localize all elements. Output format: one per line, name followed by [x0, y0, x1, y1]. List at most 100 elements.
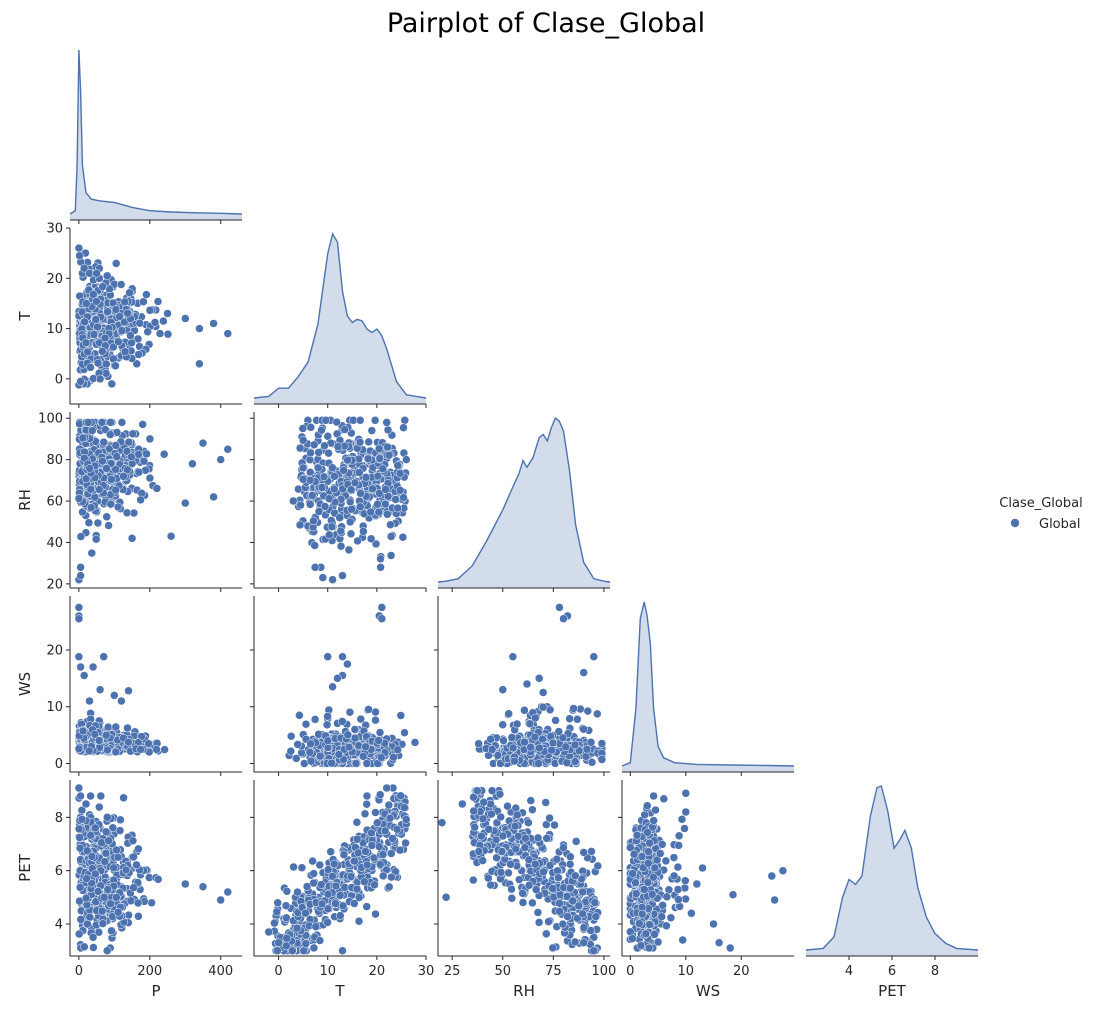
scatter-point	[398, 532, 408, 542]
x-tick-label: 0	[626, 964, 634, 979]
scatter-point	[83, 347, 92, 357]
scatter-point	[112, 452, 121, 461]
x-axis-label-ws: WS	[696, 982, 720, 1000]
scatter-point	[346, 485, 356, 494]
scatter-point	[135, 318, 145, 328]
scatter-point	[469, 806, 478, 816]
scatter-point	[80, 942, 89, 952]
scatter-point	[377, 614, 387, 623]
scatter-point	[108, 823, 118, 833]
scatter-point	[400, 803, 409, 812]
scatter-point	[578, 909, 587, 919]
scatter-point	[80, 317, 89, 327]
scatter-point	[77, 815, 87, 824]
scatter-point	[360, 809, 370, 819]
scatter-point	[778, 866, 788, 875]
scatter-point	[99, 652, 108, 661]
scatter-point	[495, 789, 505, 799]
scatter-point	[88, 933, 98, 942]
scatter-point	[395, 486, 405, 495]
scatter-point	[496, 868, 506, 877]
scatter-point	[366, 534, 376, 544]
scatter-point	[273, 946, 282, 955]
scatter-point	[687, 909, 696, 918]
scatter-point	[539, 867, 548, 877]
scatter-point	[565, 714, 574, 723]
scatter-point	[637, 852, 647, 861]
scatter-point	[570, 757, 580, 766]
scatter-point	[346, 529, 356, 539]
scatter-point	[396, 791, 405, 801]
scatter-point	[386, 532, 396, 541]
scatter-point	[507, 894, 517, 903]
scatter-point	[534, 759, 543, 768]
y-tick-label: 40	[46, 536, 63, 551]
scatter-point	[631, 889, 641, 898]
scatter-point	[89, 330, 99, 339]
scatter-point	[282, 934, 292, 943]
scatter-point	[78, 433, 88, 443]
scatter-point	[680, 824, 689, 833]
scatter-point	[95, 374, 105, 384]
scatter-points	[284, 603, 420, 768]
scatter-point	[82, 299, 91, 308]
scatter-point	[374, 507, 384, 517]
scatter-point	[134, 912, 143, 921]
scatter-point	[469, 792, 478, 802]
scatter-point	[145, 434, 155, 444]
scatter-point	[124, 686, 133, 696]
scatter-point	[590, 898, 600, 907]
scatter-point	[347, 505, 356, 514]
scatter-point	[85, 464, 94, 473]
scatter-point	[110, 691, 119, 700]
scatter-point	[378, 850, 388, 859]
scatter-point	[378, 464, 388, 474]
scatter-point	[328, 463, 337, 472]
scatter-point	[377, 753, 386, 762]
scatter-point	[83, 418, 93, 427]
scatter-point	[659, 794, 669, 804]
kde-line-t	[253, 232, 427, 399]
scatter-point	[356, 489, 365, 498]
scatter-point	[644, 943, 654, 953]
scatter-point	[645, 838, 654, 848]
scatter-point	[319, 472, 329, 482]
scatter-point	[565, 883, 575, 893]
scatter-point	[160, 745, 169, 754]
scatter-point	[106, 899, 115, 909]
scatter-point	[666, 913, 676, 923]
y-axis-label-ws: WS	[16, 672, 34, 696]
scatter-point	[593, 709, 602, 719]
scatter-point	[361, 742, 370, 752]
scatter-point	[92, 297, 101, 306]
scatter-point	[320, 441, 329, 451]
scatter-point	[91, 534, 101, 544]
panel-t-pet: 0 10 20 30 T	[250, 780, 434, 1000]
scatter-point	[350, 478, 360, 488]
scatter-point	[362, 902, 371, 911]
scatter-point	[363, 454, 373, 464]
scatter-point	[308, 856, 317, 866]
scatter-point	[336, 911, 345, 920]
scatter-point	[632, 831, 642, 840]
scatter-point	[391, 495, 400, 504]
scatter-point	[306, 739, 315, 749]
scatter-point	[288, 946, 297, 955]
scatter-point	[88, 426, 97, 435]
scatter-point	[559, 614, 568, 623]
scatter-point	[366, 507, 375, 517]
scatter-point	[570, 740, 580, 750]
scatter-point	[555, 603, 564, 612]
scatter-point	[354, 893, 364, 902]
scatter-point	[383, 510, 392, 519]
scatter-point	[331, 899, 340, 908]
scatter-point	[298, 424, 308, 433]
scatter-point	[323, 736, 333, 746]
scatter-point	[626, 843, 635, 852]
scatter-point	[345, 517, 355, 527]
scatter-point	[393, 461, 402, 470]
scatter-point	[103, 307, 112, 316]
scatter-point	[518, 889, 527, 898]
scatter-point	[658, 901, 667, 910]
